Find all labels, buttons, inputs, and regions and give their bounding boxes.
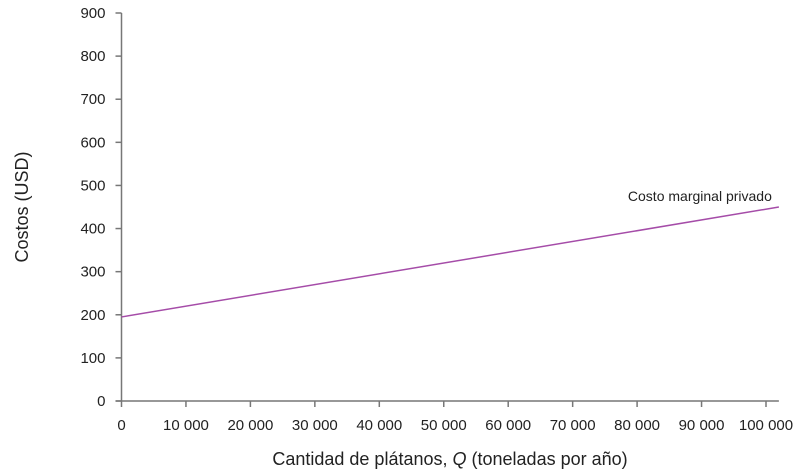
x-tick-label: 50 000 — [421, 417, 467, 434]
y-tick-label: 600 — [80, 134, 105, 151]
x-tick-label: 10 000 — [163, 417, 209, 434]
y-tick-label: 0 — [97, 393, 105, 410]
x-tick-label: 40 000 — [356, 417, 402, 434]
y-tick-label: 800 — [80, 48, 105, 65]
y-tick-label: 700 — [80, 91, 105, 108]
x-tick-label: 60 000 — [485, 417, 531, 434]
x-tick-label: 0 — [117, 417, 125, 434]
x-axis-label: Cantidad de plátanos, Q (toneladas por a… — [272, 449, 627, 469]
y-tick-label: 300 — [80, 264, 105, 281]
x-tick-label: 30 000 — [292, 417, 338, 434]
y-tick-label: 500 — [80, 177, 105, 194]
x-tick-label: 70 000 — [550, 417, 596, 434]
series-line — [121, 206, 780, 318]
x-tick-label: 100 000 — [739, 417, 793, 434]
y-tick-label: 400 — [80, 221, 105, 238]
y-axis-label: Costos (USD) — [12, 151, 32, 262]
x-tick-label: 20 000 — [227, 417, 273, 434]
y-tick-label: 900 — [80, 5, 105, 22]
y-tick-label: 200 — [80, 307, 105, 324]
x-tick-label: 90 000 — [679, 417, 725, 434]
y-tick-label: 100 — [80, 350, 105, 367]
x-tick-label: 80 000 — [614, 417, 660, 434]
series-label: Costo marginal privado — [628, 188, 772, 204]
